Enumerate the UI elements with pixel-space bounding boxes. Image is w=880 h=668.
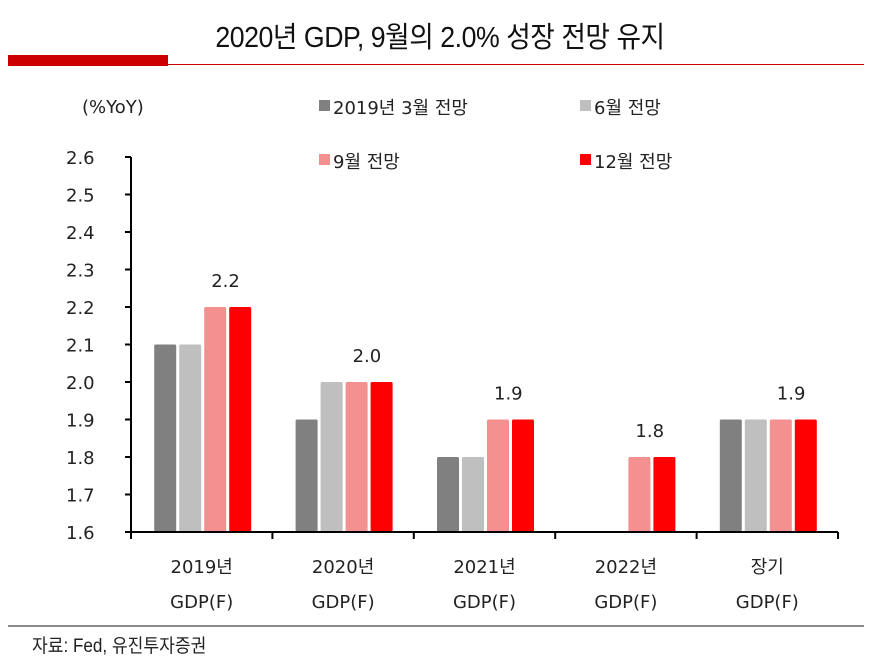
- chart-title: 2020년 GDP, 9월의 2.0% 성장 전망 유지: [215, 22, 665, 54]
- legend-label: 9월 전망: [333, 152, 400, 173]
- category-labels: 2019년 GDP(F) 2020년 GDP(F) 2021년 GDP(F) 2022년 GD…: [170, 557, 799, 613]
- data-label: 2.2: [211, 271, 240, 292]
- y-tick-label: 2.5: [66, 186, 95, 207]
- category-label: 2022년: [595, 557, 657, 578]
- y-tick-label: 2.2: [66, 298, 95, 319]
- bar: [719, 419, 742, 532]
- legend-item: 9월 전망: [319, 152, 400, 173]
- bar: [487, 419, 509, 532]
- bar: [295, 419, 318, 532]
- y-tick-label: 1.8: [66, 448, 95, 469]
- legend-swatch: [319, 100, 330, 111]
- legend-swatch: [580, 154, 591, 165]
- source-note: 자료: Fed, 유진투자증권: [32, 636, 207, 657]
- legend-label: 6월 전망: [594, 98, 661, 119]
- footer-divider: [8, 625, 864, 627]
- legend: 2019년 3월 전망 6월 전망 9월 전망 12월 전망: [319, 98, 672, 173]
- legend-item: 2019년 3월 전망: [319, 98, 468, 119]
- y-tick-label: 2.1: [66, 336, 95, 357]
- category-label: 2021년: [453, 557, 515, 578]
- data-label: 1.9: [777, 384, 806, 405]
- y-tick-label: 2.4: [66, 223, 95, 244]
- y-axis-unit-label: (%YoY): [82, 97, 144, 118]
- bar: [462, 457, 484, 532]
- bar: [437, 457, 459, 532]
- category-label: 장기: [751, 557, 784, 578]
- category-label: GDP(F): [312, 592, 375, 613]
- category-label: GDP(F): [453, 592, 516, 613]
- category-label: GDP(F): [170, 592, 233, 613]
- y-tick-label: 1.9: [66, 411, 95, 432]
- bar: [744, 419, 767, 532]
- data-label: 2.0: [353, 346, 382, 367]
- bar: [154, 344, 177, 532]
- bar: [204, 307, 227, 532]
- bar: [653, 457, 676, 532]
- legend-swatch: [580, 100, 591, 111]
- axes: [125, 157, 839, 539]
- y-tick-label: 1.6: [66, 523, 95, 544]
- category-label: 2019년: [171, 557, 233, 578]
- data-label: 1.9: [494, 384, 523, 405]
- title-accent-bar: [8, 55, 168, 66]
- y-axis-ticks: 1.6 1.7 1.8 1.9 2.0 2.1 2.2 2.3 2.4 2.5 2.6: [66, 148, 131, 544]
- bar: [320, 382, 343, 532]
- y-tick-label: 2.0: [66, 373, 95, 394]
- bar: [370, 382, 393, 532]
- legend-label: 2019년 3월 전망: [333, 98, 468, 119]
- bar: [512, 419, 534, 532]
- bar: [794, 419, 817, 532]
- y-tick-label: 2.3: [66, 261, 95, 282]
- legend-label: 12월 전망: [594, 152, 672, 173]
- legend-swatch: [319, 154, 330, 165]
- legend-item: 12월 전망: [580, 152, 672, 173]
- bar: [229, 307, 252, 532]
- bar: [179, 344, 202, 532]
- bar: [345, 382, 368, 532]
- title-underline: [168, 64, 864, 65]
- y-tick-label: 2.6: [66, 148, 95, 169]
- category-label: GDP(F): [736, 592, 799, 613]
- legend-item: 6월 전망: [580, 98, 661, 119]
- data-labels: 2.2 2.0 1.9 1.8 1.9: [211, 271, 805, 442]
- bars: [154, 307, 817, 532]
- category-label: GDP(F): [594, 592, 657, 613]
- bar: [628, 457, 651, 532]
- data-label: 1.8: [635, 421, 664, 442]
- y-tick-label: 1.7: [66, 486, 95, 507]
- bar: [769, 419, 792, 532]
- category-label: 2020년: [312, 557, 374, 578]
